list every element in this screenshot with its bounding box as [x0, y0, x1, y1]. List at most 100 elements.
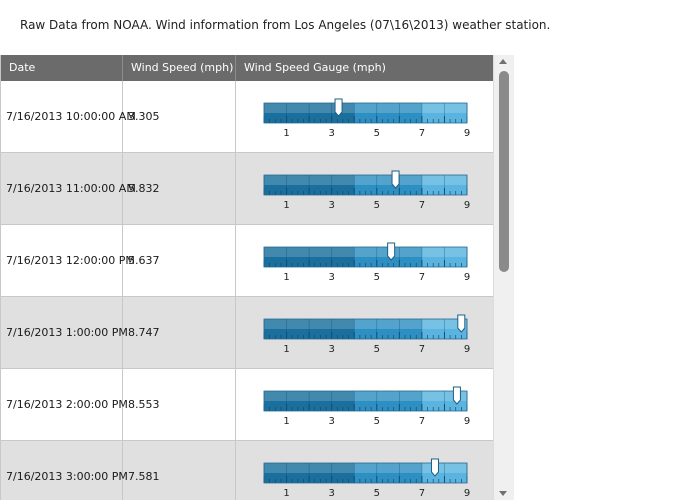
gauge-track-band: [421, 319, 445, 339]
wind-speed-gauge: 1 3 5 7 9: [263, 170, 470, 211]
gauge-track-band: [444, 463, 468, 483]
gauge-tick-label: 3: [328, 128, 334, 139]
gauge-border: [263, 102, 468, 124]
grid-header: Date Wind Speed (mph) Wind Speed Gauge (…: [1, 55, 493, 81]
gauge-tick-label: 5: [374, 272, 380, 283]
gauge-pointer-icon: [457, 314, 466, 333]
gauge-tick-label: 5: [374, 416, 380, 427]
grid-row[interactable]: 7/16/2013 10:00:00 AM 3.305 1 3 5 7 9: [1, 81, 493, 153]
speed-text: 5.637: [128, 254, 160, 267]
speed-cell: 8.747: [123, 297, 236, 369]
gauge-pointer-icon: [430, 458, 439, 477]
wind-speed-gauge: 1 3 5 7 9: [263, 242, 470, 283]
gauge-track-band: [354, 463, 378, 483]
date-text: 7/16/2013 1:00:00 PM: [6, 326, 128, 339]
gauge-track-band: [421, 103, 445, 123]
gauge-track-band: [309, 391, 333, 411]
gauge-track-band: [264, 175, 288, 195]
gauge-pointer-icon: [452, 386, 461, 405]
gauge-track-band: [376, 463, 400, 483]
speed-cell: 5.832: [123, 153, 236, 225]
gauge-tick-label: 9: [464, 416, 470, 427]
scroll-down-arrow-icon[interactable]: [499, 491, 507, 496]
gauge-track-highlight: [264, 463, 467, 473]
gauge-tick-label: 1: [283, 128, 289, 139]
gauge-tick-label: 1: [283, 488, 289, 499]
column-header-date[interactable]: Date: [1, 55, 123, 81]
gauge-track-band: [309, 175, 333, 195]
gauge-tick-label: 1: [283, 416, 289, 427]
gauge-track-band: [444, 103, 468, 123]
wind-speed-gauge: 1 3 5 7 9: [263, 314, 470, 355]
grid-row[interactable]: 7/16/2013 12:00:00 PM 5.637 1 3 5 7 9: [1, 225, 493, 297]
gauge-track-band: [286, 175, 310, 195]
gauge-track-band: [309, 103, 333, 123]
gauge-tick-label: 1: [283, 272, 289, 283]
scrollbar-thumb[interactable]: [499, 71, 509, 272]
date-cell: 7/16/2013 2:00:00 PM: [1, 369, 128, 441]
date-text: 7/16/2013 3:00:00 PM: [6, 470, 128, 483]
gauge-track-band: [309, 463, 333, 483]
gauge-track-band: [264, 319, 288, 339]
speed-cell: 3.305: [123, 81, 236, 153]
gauge-track-band: [309, 319, 333, 339]
grid-row[interactable]: 7/16/2013 11:00:00 AM 5.832 1 3 5 7 9: [1, 153, 493, 225]
gauge-track-highlight: [264, 175, 467, 185]
gauge-cell: 1 3 5 7 9: [236, 81, 493, 153]
gauge-tick-label: 1: [283, 344, 289, 355]
gauge-tick-label: 5: [374, 128, 380, 139]
date-cell: 7/16/2013 10:00:00 AM: [1, 81, 136, 153]
date-cell: 7/16/2013 12:00:00 PM: [1, 225, 135, 297]
gauge-track-highlight: [264, 247, 467, 257]
date-text: 7/16/2013 12:00:00 PM: [6, 254, 135, 267]
grid-row[interactable]: 7/16/2013 3:00:00 PM 7.581 1 3 5 7 9: [1, 441, 493, 500]
gauge-track-band: [444, 247, 468, 267]
gauge-track-band: [421, 391, 445, 411]
gauge-tick-label: 5: [374, 488, 380, 499]
gauge-border: [263, 390, 468, 412]
gauge-tick-label: 7: [419, 344, 425, 355]
gauge-track-band: [331, 463, 355, 483]
gauge-track-band: [399, 391, 423, 411]
gauge-pointer-icon: [391, 170, 400, 189]
gauge-tick-label: 9: [464, 272, 470, 283]
grid-rows: 7/16/2013 10:00:00 AM 3.305 1 3 5 7 9 7/16/2…: [1, 81, 493, 500]
grid-row[interactable]: 7/16/2013 1:00:00 PM 8.747 1 3 5 7 9: [1, 297, 493, 369]
vertical-scrollbar[interactable]: [493, 55, 514, 500]
gauge-border: [263, 462, 468, 484]
speed-cell: 8.553: [123, 369, 236, 441]
date-cell: 7/16/2013 1:00:00 PM: [1, 297, 128, 369]
gauge-tick-label: 3: [328, 272, 334, 283]
speed-text: 8.553: [128, 398, 160, 411]
speed-text: 3.305: [128, 110, 160, 123]
gauge-track-band: [399, 247, 423, 267]
gauge-tick-label: 3: [328, 488, 334, 499]
wind-speed-gauge: 1 3 5 7 9: [263, 98, 470, 139]
gauge-tick-label: 5: [374, 344, 380, 355]
gauge-track-band: [376, 391, 400, 411]
gauge-tick-label: 7: [419, 488, 425, 499]
gauge-track-band: [331, 247, 355, 267]
gauge-track-band: [286, 247, 310, 267]
gauge-tick-label: 9: [464, 344, 470, 355]
gauge-track-highlight: [264, 103, 467, 113]
gauge-track-band: [376, 103, 400, 123]
gauge-track-band: [331, 175, 355, 195]
gauge-tick-label: 9: [464, 128, 470, 139]
gauge-tick-label: 1: [283, 200, 289, 211]
gauge-cell: 1 3 5 7 9: [236, 441, 493, 500]
gauge-track-band: [354, 391, 378, 411]
gauge-track-band: [264, 247, 288, 267]
gauge-track-band: [444, 175, 468, 195]
column-header-wind-speed[interactable]: Wind Speed (mph): [123, 55, 236, 81]
column-header-wind-speed-gauge[interactable]: Wind Speed Gauge (mph): [236, 55, 493, 81]
gauge-tick-label: 7: [419, 200, 425, 211]
scroll-up-arrow-icon[interactable]: [499, 59, 507, 64]
gauge-track-highlight: [264, 319, 467, 329]
gauge-tick-label: 7: [419, 272, 425, 283]
gauge-track-band: [354, 319, 378, 339]
gauge-track-band: [399, 175, 423, 195]
grid-row[interactable]: 7/16/2013 2:00:00 PM 8.553 1 3 5 7 9: [1, 369, 493, 441]
date-text: 7/16/2013 11:00:00 AM: [6, 182, 136, 195]
gauge-track-band: [286, 391, 310, 411]
